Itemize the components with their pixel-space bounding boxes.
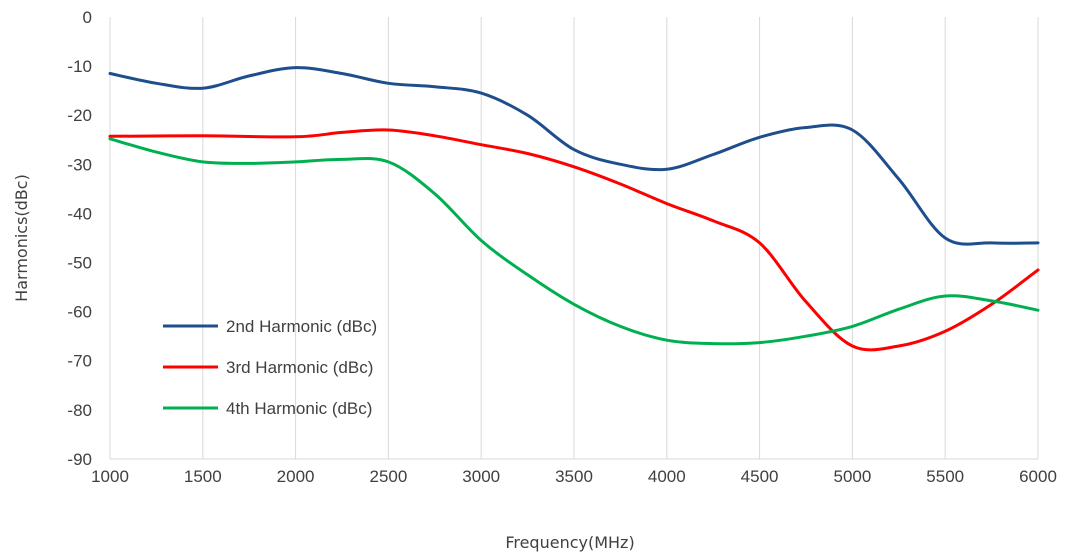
- y-tick-label: -70: [67, 352, 92, 371]
- y-tick-label: -30: [67, 155, 92, 174]
- x-axis-title: Frequency(MHz): [505, 533, 634, 552]
- y-tick-label: -20: [67, 106, 92, 125]
- y-tick-label: -60: [67, 303, 92, 322]
- y-tick-label: -90: [67, 450, 92, 469]
- series-line-2nd-harmonic: [108, 66, 1040, 246]
- legend-label-3rd-harmonic: 3rd Harmonic (dBc): [226, 358, 373, 377]
- y-tick-label: -50: [67, 254, 92, 273]
- y-tick-label: -40: [67, 204, 92, 223]
- y-axis-title: Harmonics(dBc): [12, 174, 31, 302]
- x-tick-label: 2000: [277, 467, 315, 486]
- grid: [109, 17, 1039, 460]
- legend-label-2nd-harmonic: 2nd Harmonic (dBc): [226, 317, 377, 336]
- series-lines: [108, 66, 1040, 352]
- x-tick-label: 1500: [184, 467, 222, 486]
- x-tick-label: 3500: [555, 467, 593, 486]
- y-tick-label: 0: [83, 8, 92, 27]
- x-tick-labels: 1000 1500 2000 2500 3000 3500 4000 4500 5000 5500…: [91, 467, 1057, 486]
- x-tick-label: 1000: [91, 467, 129, 486]
- legend-label-4th-harmonic: 4th Harmonic (dBc): [226, 399, 372, 418]
- legend: 2nd Harmonic (dBc) 3rd Harmonic (dBc) 4th …: [163, 317, 377, 418]
- x-tick-label: 4500: [741, 467, 779, 486]
- y-tick-labels: 0 -10 -20 -30 -40 -50 -60 -70 -80 -90: [67, 8, 92, 469]
- x-tick-label: 5500: [926, 467, 964, 486]
- series-line-4th-harmonic: [108, 137, 1040, 346]
- y-tick-label: -80: [67, 401, 92, 420]
- series-line-3rd-harmonic: [108, 128, 1040, 352]
- x-tick-label: 3000: [462, 467, 500, 486]
- x-tick-label: 5000: [833, 467, 871, 486]
- y-tick-label: -10: [67, 57, 92, 76]
- x-tick-label: 2500: [369, 467, 407, 486]
- x-tick-label: 4000: [648, 467, 686, 486]
- x-tick-label: 6000: [1019, 467, 1057, 486]
